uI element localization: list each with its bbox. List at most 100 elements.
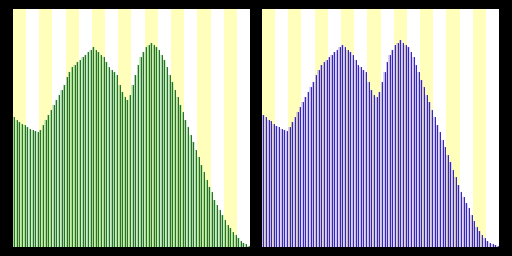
Bar [166, 67, 168, 247]
Bar [307, 92, 309, 247]
Bar [275, 126, 278, 247]
Bar [66, 9, 79, 247]
Bar [182, 112, 184, 247]
Bar [460, 192, 462, 247]
Bar [105, 62, 108, 247]
Bar [129, 95, 132, 247]
Bar [126, 100, 129, 247]
Bar [87, 52, 89, 247]
Bar [95, 50, 97, 247]
Bar [359, 67, 362, 247]
Bar [79, 9, 92, 247]
Bar [428, 102, 431, 247]
Bar [39, 9, 52, 247]
Bar [226, 225, 229, 247]
Bar [200, 165, 203, 247]
Bar [134, 75, 137, 247]
Bar [132, 9, 144, 247]
Bar [299, 107, 302, 247]
Bar [492, 244, 494, 247]
Bar [52, 105, 55, 247]
Bar [399, 40, 401, 247]
Bar [158, 9, 171, 247]
Bar [433, 9, 446, 247]
Bar [386, 62, 389, 247]
Bar [216, 205, 219, 247]
Bar [352, 55, 354, 247]
Bar [394, 9, 407, 247]
Bar [52, 9, 66, 247]
Bar [391, 50, 394, 247]
Bar [420, 80, 423, 247]
Bar [81, 58, 84, 247]
Bar [378, 92, 380, 247]
Bar [142, 52, 144, 247]
Bar [302, 9, 315, 247]
Bar [478, 231, 481, 247]
Bar [483, 238, 486, 247]
Bar [184, 120, 187, 247]
Bar [476, 227, 478, 247]
Bar [452, 170, 454, 247]
Bar [293, 117, 296, 247]
Bar [302, 102, 304, 247]
Bar [404, 45, 407, 247]
Bar [291, 122, 293, 247]
Bar [123, 97, 126, 247]
Bar [486, 9, 499, 247]
Bar [396, 42, 399, 247]
Bar [76, 62, 79, 247]
Bar [262, 9, 275, 247]
Bar [242, 242, 245, 247]
Bar [488, 243, 492, 247]
Bar [449, 162, 452, 247]
Bar [26, 127, 29, 247]
Bar [412, 58, 415, 247]
Bar [446, 9, 460, 247]
Bar [108, 67, 111, 247]
Bar [224, 9, 237, 247]
Bar [171, 9, 184, 247]
Bar [315, 9, 328, 247]
Bar [383, 72, 386, 247]
Bar [262, 115, 265, 247]
Bar [39, 130, 42, 247]
Bar [394, 45, 396, 247]
Bar [24, 125, 26, 247]
Bar [270, 121, 272, 247]
Bar [45, 120, 47, 247]
Bar [341, 45, 344, 247]
Bar [20, 124, 24, 247]
Bar [407, 48, 410, 247]
Bar [320, 65, 323, 247]
Bar [338, 48, 341, 247]
Bar [102, 58, 105, 247]
Bar [210, 192, 213, 247]
Bar [105, 9, 118, 247]
Bar [407, 9, 420, 247]
Bar [380, 82, 383, 247]
Bar [111, 70, 113, 247]
Bar [441, 140, 444, 247]
Bar [118, 85, 121, 247]
Bar [13, 117, 15, 247]
Bar [92, 9, 105, 247]
Bar [97, 52, 100, 247]
Bar [240, 241, 242, 247]
Bar [473, 9, 486, 247]
Bar [457, 185, 460, 247]
Bar [237, 238, 240, 247]
Bar [144, 48, 147, 247]
Bar [15, 120, 18, 247]
Bar [267, 120, 270, 247]
Bar [26, 9, 39, 247]
Bar [229, 228, 231, 247]
Bar [36, 132, 39, 247]
Bar [176, 97, 179, 247]
Bar [370, 90, 373, 247]
Bar [205, 180, 208, 247]
Bar [497, 246, 499, 247]
Bar [481, 235, 483, 247]
Bar [467, 208, 470, 247]
Bar [354, 60, 357, 247]
